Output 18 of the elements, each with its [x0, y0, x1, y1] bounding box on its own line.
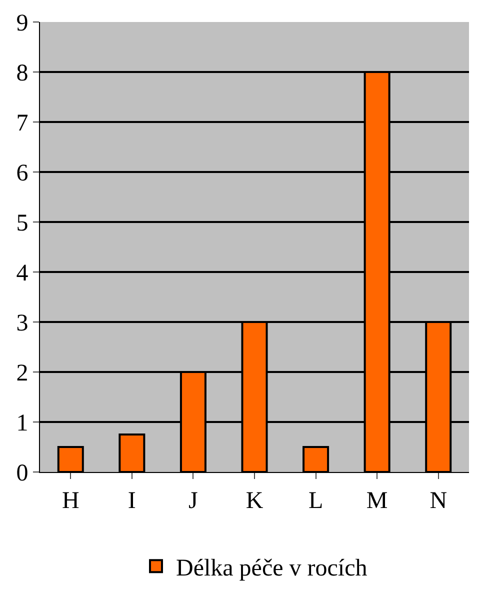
y-tick-label: 9: [16, 10, 28, 36]
legend-label: Délka péče v rocích: [176, 555, 368, 582]
y-tick-label: 6: [16, 160, 28, 186]
x-tick-label: H: [62, 488, 80, 514]
x-tick-label: I: [128, 488, 136, 514]
y-tick-label: 7: [16, 110, 28, 136]
y-tick-label: 2: [16, 360, 28, 386]
y-tick-label: 3: [16, 310, 28, 336]
x-tick-label: J: [188, 488, 198, 514]
y-tick-label: 1: [16, 410, 28, 436]
x-tick-label: M: [366, 488, 388, 514]
x-tick-label: L: [308, 488, 324, 514]
y-tick-label: 0: [16, 460, 28, 486]
y-tick-label: 4: [16, 260, 28, 286]
x-tick-label: N: [430, 488, 448, 514]
y-tick-label: 5: [16, 210, 28, 236]
y-tick-label: 8: [16, 60, 28, 86]
x-tick-label: K: [246, 488, 264, 514]
